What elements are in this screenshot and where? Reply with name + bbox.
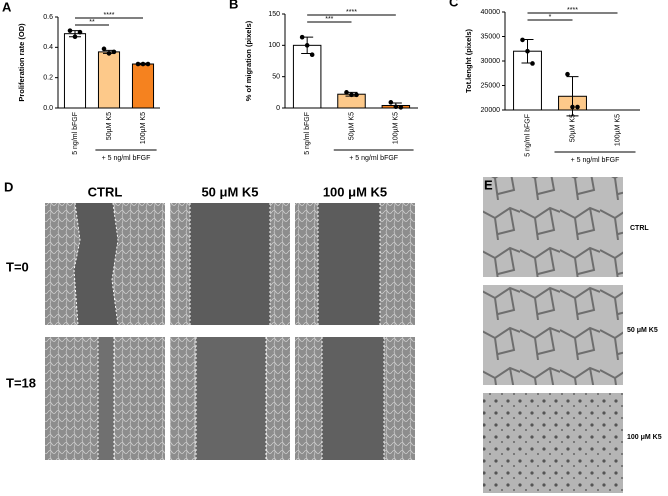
y-tick-label: 35000: [481, 33, 501, 40]
y-axis-label: Tot.lenght (pixels): [464, 28, 473, 93]
data-point: [106, 51, 112, 56]
image: [295, 203, 415, 325]
x-tick-label: 100µM K5: [140, 112, 147, 144]
data-point: [309, 52, 315, 58]
y-tick-label: 25000: [481, 82, 501, 89]
data-point: [140, 61, 146, 67]
y-axis-label: % of migration (pixels): [244, 20, 253, 101]
panel-letter: A: [2, 0, 12, 14]
x-tick-label: 5 ng/ml bFGF: [304, 112, 311, 155]
x-tick-label: 50µM K5: [106, 112, 113, 140]
tube-images: [483, 177, 623, 493]
bar: [131, 63, 155, 109]
y-tick-label: 50: [272, 74, 280, 81]
x-tick-label: 50µM K5: [348, 112, 355, 140]
image: [170, 337, 290, 460]
data-point: [304, 43, 310, 48]
data-point: [565, 71, 570, 77]
data-point: [67, 28, 73, 33]
data-point: [398, 105, 404, 110]
data-point: [299, 34, 305, 40]
bar: [63, 33, 87, 109]
data-point: [77, 29, 83, 35]
column-label: CTRL: [88, 184, 123, 199]
significance-label: ****: [567, 7, 578, 14]
y-tick-label: 0.2: [43, 75, 53, 82]
significance-label: **: [89, 19, 95, 26]
data-point: [101, 46, 107, 52]
y-tick-label: 100: [268, 42, 280, 49]
image-label: 50 μM K5: [627, 327, 658, 334]
data-point: [388, 100, 394, 105]
x-tick-label: 100µM K5: [614, 114, 621, 146]
data-point: [575, 104, 580, 110]
y-tick-label: 0.0: [43, 105, 53, 112]
x-tick-label: 100µM K5: [393, 112, 400, 144]
x-tick-label: 5 ng/ml bFGF: [72, 112, 79, 155]
data-point: [344, 90, 349, 95]
panel-letter: C: [449, 0, 459, 9]
migration-images: [45, 202, 415, 460]
row-label: T=18: [6, 375, 36, 390]
x-tick-label: 5 ng/ml bFGF: [524, 114, 531, 157]
y-tick-label: 0.4: [43, 44, 53, 51]
data-point: [354, 92, 359, 98]
y-tick-label: 30000: [481, 58, 501, 65]
image: [295, 337, 415, 460]
image: [45, 337, 165, 460]
image: [45, 202, 165, 326]
panel-letter: D: [4, 179, 13, 194]
y-axis-label: Proliferation rate (OD): [17, 23, 26, 102]
group-label: + 5 ng/ml bFGF: [571, 157, 620, 164]
significance-label: ****: [104, 12, 115, 19]
data-point: [349, 92, 354, 98]
data-point: [135, 61, 141, 67]
significance-label: *: [549, 14, 552, 21]
x-tick-label: 50µM K5: [569, 114, 576, 142]
panel-letter: B: [229, 0, 238, 11]
column-label: 50 μM K5: [201, 184, 258, 199]
y-tick-label: 0.6: [43, 14, 53, 21]
bar: [97, 51, 121, 109]
image-label: CTRL: [630, 225, 649, 232]
panel-letter: E: [484, 177, 493, 192]
group-label: + 5 ng/ml bFGF: [349, 155, 398, 162]
data-point: [111, 49, 117, 55]
data-point: [72, 34, 78, 40]
image: [483, 393, 623, 493]
group-label: + 5 ng/ml bFGF: [102, 155, 151, 162]
image: [170, 203, 290, 325]
significance-label: ****: [346, 9, 357, 16]
y-tick-label: 40000: [481, 9, 501, 16]
data-point: [145, 61, 151, 67]
row-label: T=0: [6, 259, 29, 274]
y-tick-label: 0: [276, 105, 280, 112]
image: [483, 285, 623, 385]
data-point: [530, 61, 535, 66]
bar: [292, 44, 322, 109]
y-tick-label: 20000: [481, 107, 501, 114]
data-point: [570, 104, 575, 110]
data-point: [393, 104, 399, 110]
data-point: [525, 48, 530, 54]
significance-label: ***: [325, 16, 333, 23]
column-label: 100 μM K5: [323, 184, 387, 199]
image: [483, 177, 623, 277]
data-point: [520, 37, 525, 43]
image-label: 100 μM K5: [627, 434, 662, 441]
y-tick-label: 150: [268, 11, 280, 18]
